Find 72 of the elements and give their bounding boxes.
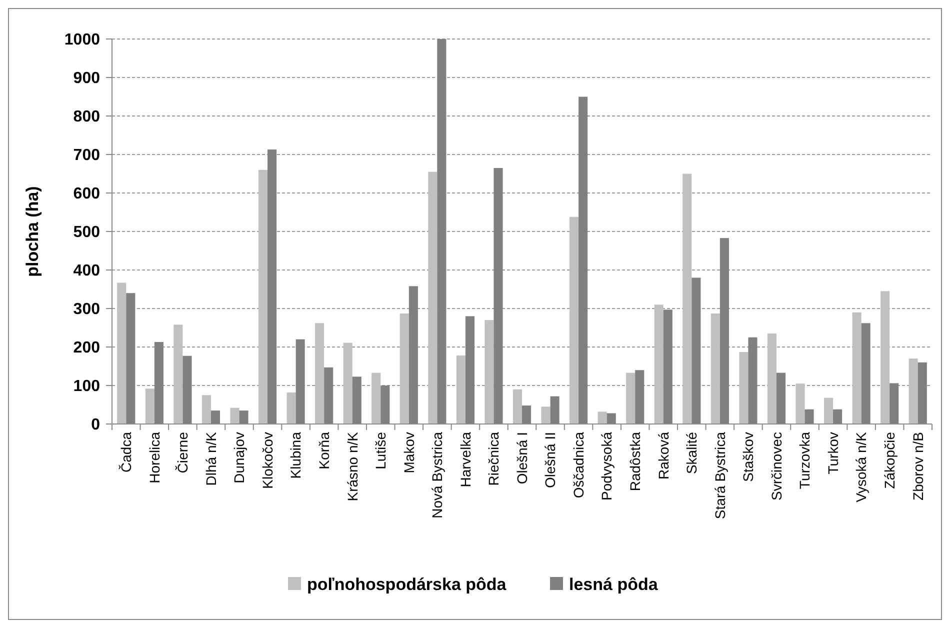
x-tick-label: Zákopčie	[881, 432, 898, 489]
bar	[796, 384, 805, 424]
y-tick-label: 1000	[64, 32, 100, 49]
x-tick-label: Turzovka	[796, 432, 813, 490]
x-tick-label: Čadca	[118, 432, 134, 472]
x-tick-label: Turkov	[824, 432, 841, 474]
bar	[286, 392, 296, 424]
y-tick-label: 300	[73, 301, 100, 318]
y-tick-label: 900	[73, 70, 100, 88]
x-tick-label: Dunajov	[231, 432, 248, 484]
x-tick-label: Harvelka	[457, 432, 474, 488]
bar	[767, 334, 776, 424]
x-tick-label: Vysoká n/K	[853, 431, 870, 502]
bar	[258, 170, 268, 424]
bar	[739, 352, 748, 424]
bar	[570, 216, 579, 424]
x-tick-label: Olešná II	[542, 432, 558, 488]
x-tick-label: Radôstka	[627, 432, 644, 492]
bar	[654, 304, 664, 424]
y-tick-label: 0	[91, 416, 100, 434]
bar	[174, 324, 183, 424]
bar	[682, 174, 692, 424]
bar	[512, 389, 522, 424]
bar	[908, 358, 918, 424]
x-tick-label: Horelica	[146, 432, 162, 484]
bar	[202, 395, 211, 424]
x-tick-label: Krásno n/K	[344, 431, 360, 502]
x-tick-label: Raková	[655, 432, 672, 480]
x-tick-label: Stará Bystrica	[712, 432, 728, 520]
x-tick-label: Podvysoká	[598, 432, 615, 500]
x-tick-label: Klubina	[288, 432, 304, 479]
bar	[626, 372, 636, 424]
bar	[484, 320, 494, 424]
legend-label: lesná pôda	[569, 574, 658, 594]
x-tick-label: Dlhá n/K	[202, 431, 219, 486]
x-tick-label: Svrčinovec	[768, 432, 784, 500]
bar	[117, 282, 126, 424]
bar	[852, 312, 862, 424]
x-tick-label: Riečnica	[486, 432, 502, 486]
y-tick-label: 500	[73, 224, 100, 242]
bar	[710, 314, 720, 424]
bar	[598, 412, 607, 424]
y-tick-label: 100	[73, 378, 100, 396]
bar	[428, 172, 438, 424]
x-tick-label: Nová Bystrica	[429, 432, 446, 518]
y-tick-label: 200	[73, 340, 100, 357]
bar	[230, 408, 240, 424]
bar	[456, 355, 466, 424]
x-tick-label: Skalité	[684, 432, 700, 474]
bar	[315, 323, 324, 424]
x-tick-label: Čierne	[174, 432, 191, 474]
x-tick-label: Klokočov	[259, 432, 276, 489]
y-tick-label: 700	[73, 147, 100, 164]
bar	[824, 398, 834, 424]
x-tick-label: Staškov	[740, 432, 756, 482]
y-tick-label: 800	[73, 108, 100, 126]
bar	[343, 342, 352, 424]
y-axis-title: plocha (ha)	[23, 186, 42, 277]
bar	[145, 388, 154, 424]
x-tick-label: Olešná I	[514, 432, 530, 484]
bar	[372, 372, 381, 424]
y-tick-label: 600	[73, 186, 100, 203]
x-tick-label: Zborov n/B	[910, 432, 926, 500]
legend-label: poľnohospodárska pôda	[307, 574, 507, 594]
y-tick-label: 400	[73, 262, 100, 280]
bar	[400, 314, 409, 424]
x-tick-label: Lutiše	[372, 432, 389, 470]
bar	[541, 406, 550, 424]
x-tick-label: Oščadnica	[570, 432, 586, 498]
x-tick-label: Korňa	[316, 432, 332, 470]
bar	[880, 291, 890, 424]
x-tick-label: Makov	[400, 432, 417, 474]
